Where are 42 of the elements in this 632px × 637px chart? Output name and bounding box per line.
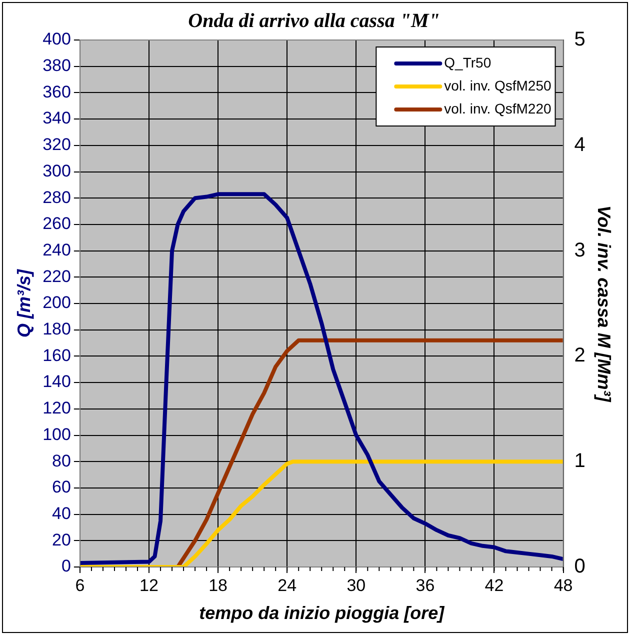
x-tick-label: 6 [75,576,85,595]
y-tick-label: 340 [42,108,71,128]
y-tick-label: 160 [42,346,71,365]
y-tick-label: 140 [42,372,71,392]
y-tick-label: 40 [52,504,71,523]
x-axis-title: tempo da inizio pioggia [ore] [199,603,446,624]
legend-label: vol. inv. QsfM220 [444,100,552,116]
y-axis-title: Q [m³/s] [14,268,34,338]
y2-tick-label: 4 [574,134,586,156]
y-tick-label: 260 [42,214,71,234]
y-tick-label: 20 [52,530,71,550]
x-tick-label: 42 [484,576,504,595]
y-tick-label: 60 [52,478,71,497]
y2-tick-label: 3 [574,239,586,262]
y-tick-label: 320 [42,135,71,154]
y-tick-label: 220 [42,266,71,286]
y2-axis-title: Vol. inv. cassa M [Mm³] [594,205,614,403]
y-tick-label: 380 [42,56,71,76]
y-tick-label: 280 [42,188,71,207]
y-tick-label: 0 [61,556,71,576]
x-tick-label: 36 [416,576,435,595]
y-tick-label: 100 [42,424,71,444]
y-tick-label: 300 [42,161,71,180]
x-tick-label: 30 [346,576,366,595]
y-tick-label: 240 [42,240,71,260]
legend-label: Q_Tr50 [444,54,492,70]
y-tick-label: 360 [42,82,71,102]
x-tick-label: 48 [554,576,573,595]
y-tick-label: 400 [42,30,71,49]
y2-tick-label: 0 [574,556,586,578]
chart-title: Onda di arrivo alla cassa "M" [188,10,440,32]
y-tick-label: 120 [42,398,71,418]
y-tick-label: 180 [42,320,71,339]
x-tick-label: 18 [208,576,228,595]
y2-tick-label: 1 [574,450,586,472]
y2-tick-label: 2 [574,344,586,367]
y2-tick-label: 5 [574,28,586,51]
x-tick-label: 24 [278,576,297,595]
legend-label: vol. inv. QsfM250 [444,77,552,94]
y-tick-label: 200 [42,293,71,312]
x-tick-label: 12 [140,576,158,595]
y-tick-label: 80 [52,451,71,470]
